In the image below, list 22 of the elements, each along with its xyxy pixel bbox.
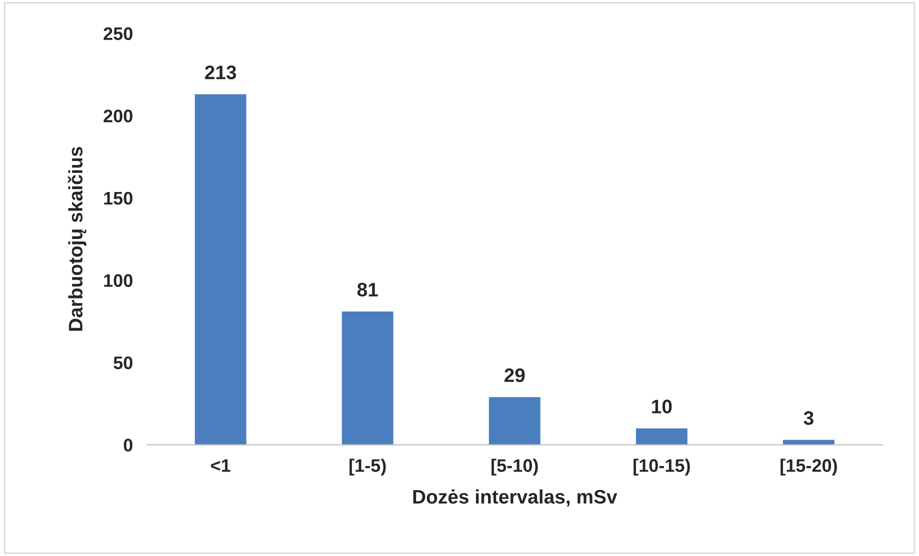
data-label: 29 <box>504 368 525 382</box>
x-tick-label: [15-20) <box>780 458 837 476</box>
data-label: 213 <box>205 66 236 80</box>
y-tick-label: 150 <box>104 192 132 205</box>
y-tick-label: 100 <box>104 274 132 287</box>
bar <box>194 94 246 445</box>
y-tick-label: 50 <box>114 356 132 370</box>
data-label: 3 <box>804 411 814 425</box>
y-axis-title: Darbuotojų skaičius <box>68 146 86 331</box>
x-axis-title: Dozės intervalas, mSv <box>413 489 618 507</box>
bar <box>488 397 540 445</box>
x-tick-label: <1 <box>211 459 230 472</box>
x-tick-label: [1-5) <box>350 458 386 476</box>
bar <box>342 311 394 445</box>
data-label: 10 <box>652 400 672 414</box>
y-tick-label: 250 <box>104 27 132 40</box>
bar <box>636 428 688 445</box>
y-tick-label: 200 <box>104 110 132 122</box>
x-tick-label: [5-10) <box>492 458 538 476</box>
y-tick-label: 0 <box>124 438 132 452</box>
x-tick-label: [10-15) <box>634 458 690 476</box>
data-label: 81 <box>357 282 378 297</box>
